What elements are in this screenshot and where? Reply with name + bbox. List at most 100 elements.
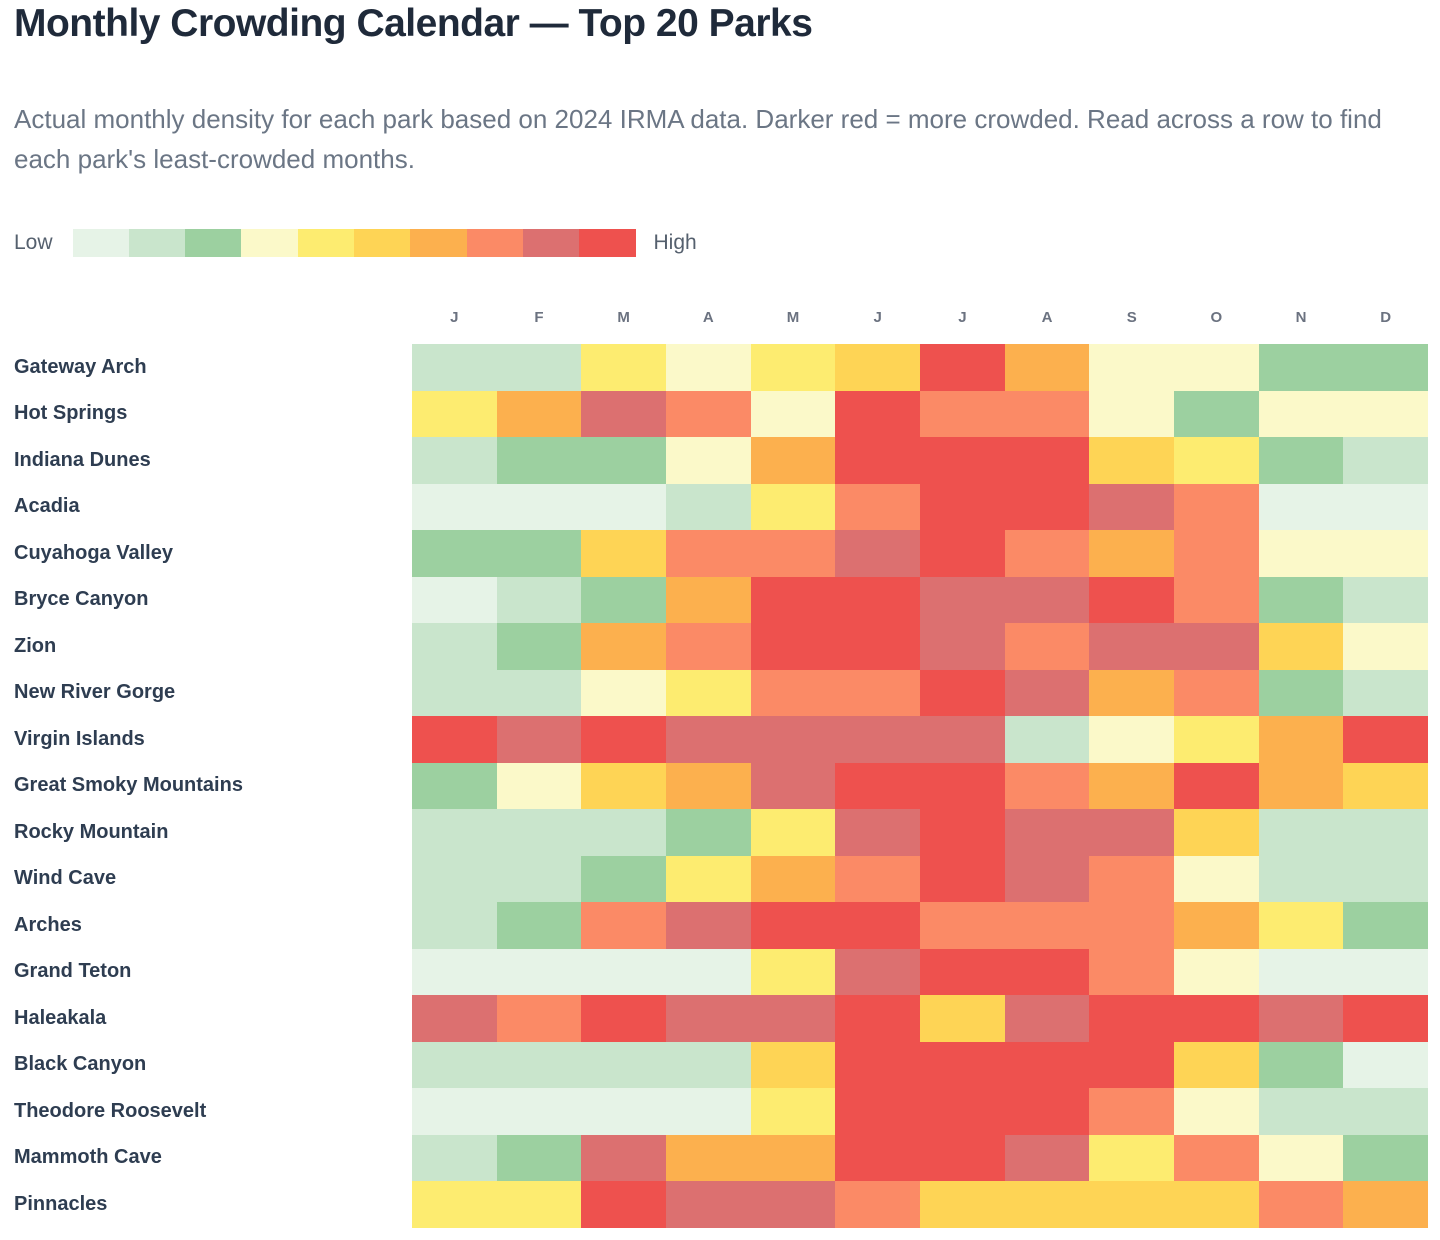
heatmap-cell (665, 1181, 751, 1228)
heatmap-cell (1004, 530, 1090, 577)
heatmap-cell (1004, 902, 1090, 949)
park-label: Indiana Dunes (14, 448, 151, 471)
heatmap-cell (665, 483, 751, 530)
heatmap-cell (835, 1088, 920, 1135)
heatmap-cell (919, 1134, 1005, 1181)
heatmap-cell (412, 948, 497, 995)
heatmap-cell (581, 437, 666, 484)
park-label: Pinnacles (14, 1192, 108, 1215)
heatmap-cell (1089, 437, 1174, 484)
heatmap-cell (1258, 344, 1344, 391)
heatmap-cell (1089, 762, 1174, 809)
heatmap-cell (835, 855, 920, 902)
heatmap-cell (496, 1041, 582, 1088)
heatmap-cell (496, 483, 582, 530)
heatmap-cell (1343, 809, 1428, 856)
heatmap-cell (1089, 390, 1174, 437)
heatmap-cell (919, 902, 1005, 949)
heatmap-cell (750, 437, 836, 484)
heatmap-cell (412, 902, 497, 949)
heatmap-cell (919, 437, 1005, 484)
heatmap-cell (1343, 390, 1428, 437)
heatmap-cell (1004, 1134, 1090, 1181)
heatmap-cell (496, 390, 582, 437)
legend-swatch-5 (354, 229, 411, 257)
heatmap-cell (581, 809, 666, 856)
color-legend: Low High (14, 229, 697, 257)
heatmap-cell (1258, 623, 1344, 670)
month-label-3: A (702, 309, 714, 326)
heatmap-cell (1089, 855, 1174, 902)
heatmap-cell (1343, 716, 1428, 763)
heatmap-cell (665, 576, 751, 623)
heatmap-cell (581, 530, 666, 577)
heatmap-cell (665, 716, 751, 763)
heatmap-cell (1089, 483, 1174, 530)
heatmap-cell (750, 1181, 836, 1228)
month-label-5: J (873, 309, 882, 326)
heatmap-cell (581, 344, 666, 391)
heatmap-cell (412, 530, 497, 577)
heatmap-cell (1173, 576, 1259, 623)
heatmap-cell (919, 855, 1005, 902)
heatmap-cell (1089, 809, 1174, 856)
heatmap-cell (1004, 716, 1090, 763)
heatmap-cell (835, 623, 920, 670)
heatmap-cell (496, 948, 582, 995)
crowding-heatmap (412, 344, 1428, 1228)
heatmap-cell (581, 576, 666, 623)
heatmap-cell (1089, 344, 1174, 391)
heatmap-cell (1258, 530, 1344, 577)
month-label-2: M (617, 309, 630, 326)
heatmap-cell (496, 809, 582, 856)
heatmap-cell (1004, 762, 1090, 809)
heatmap-cell (1258, 483, 1344, 530)
heatmap-cell (581, 855, 666, 902)
heatmap-cell (412, 1041, 497, 1088)
heatmap-cell (412, 809, 497, 856)
heatmap-cell (750, 1088, 836, 1135)
heatmap-cell (1258, 1181, 1344, 1228)
heatmap-cell (1004, 948, 1090, 995)
heatmap-cell (1343, 1041, 1428, 1088)
month-label-11: D (1380, 309, 1392, 326)
park-label: New River Gorge (14, 681, 176, 704)
heatmap-cell (1258, 716, 1344, 763)
heatmap-cell (835, 437, 920, 484)
heatmap-cell (412, 762, 497, 809)
legend-color-scale (72, 229, 636, 257)
month-label-4: M (786, 309, 800, 326)
heatmap-cell (750, 530, 836, 577)
heatmap-cell (919, 716, 1005, 763)
heatmap-cell (1258, 1088, 1344, 1135)
heatmap-cell (1173, 1041, 1259, 1088)
heatmap-cell (1173, 948, 1259, 995)
heatmap-cell (1004, 1088, 1090, 1135)
heatmap-cell (665, 995, 751, 1042)
heatmap-cell (1258, 576, 1344, 623)
heatmap-cell (1258, 390, 1344, 437)
heatmap-cell (750, 948, 836, 995)
heatmap-cell (1343, 1181, 1428, 1228)
heatmap-cell (1089, 948, 1174, 995)
heatmap-cell (919, 483, 1005, 530)
legend-swatch-1 (128, 229, 186, 257)
heatmap-cell (1173, 1088, 1259, 1135)
heatmap-cell (1004, 995, 1090, 1042)
month-label-1: F (534, 309, 544, 326)
heatmap-cell (665, 344, 751, 391)
heatmap-cell (835, 809, 920, 856)
heatmap-cell (1004, 1181, 1090, 1228)
park-label: Hot Springs (14, 402, 128, 425)
heatmap-cell (750, 902, 836, 949)
park-label: Virgin Islands (14, 727, 145, 750)
heatmap-cell (581, 390, 666, 437)
heatmap-cell (496, 344, 582, 391)
heatmap-cell (581, 1181, 666, 1228)
heatmap-cell (496, 576, 582, 623)
heatmap-cell (1343, 669, 1428, 716)
heatmap-cell (581, 902, 666, 949)
heatmap-cell (1089, 716, 1174, 763)
legend-swatch-0 (72, 229, 129, 257)
